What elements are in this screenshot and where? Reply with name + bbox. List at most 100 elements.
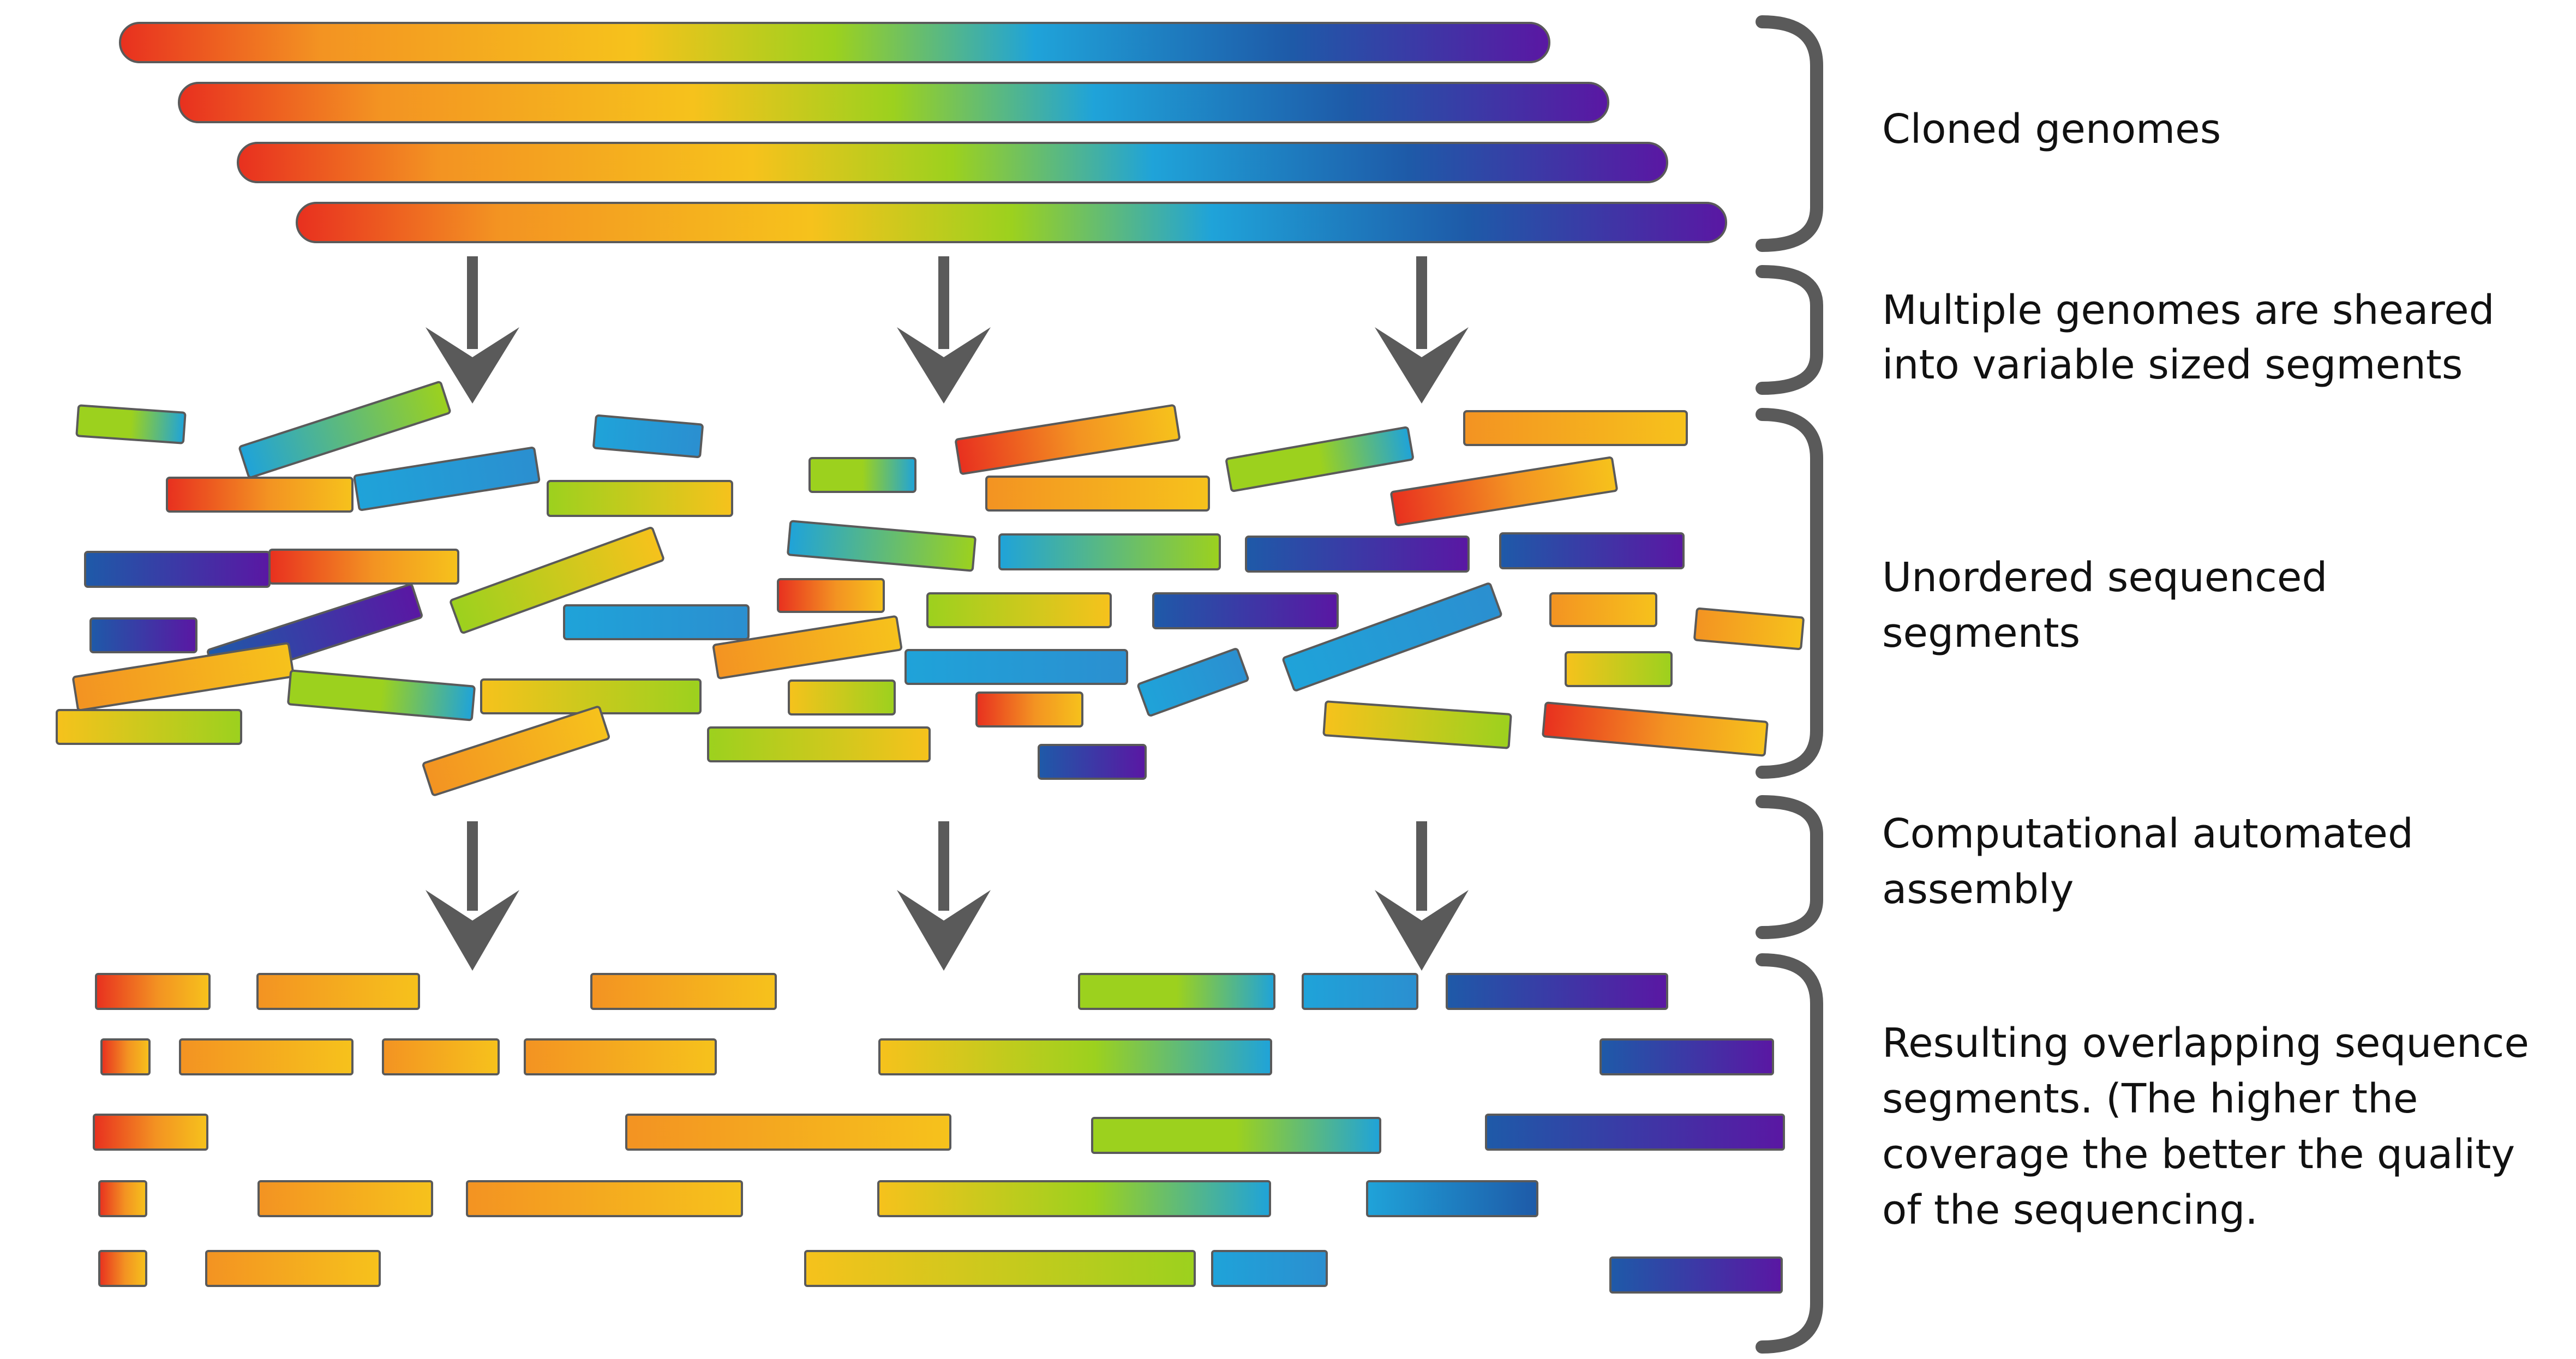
label-line: Cloned genomes <box>1882 106 2221 153</box>
aligned-segment <box>1599 1038 1774 1075</box>
label-line: segments. (The higher the <box>1882 1075 2418 1122</box>
dna-segment <box>985 476 1210 512</box>
aligned-segment <box>1485 1114 1785 1151</box>
dna-segment <box>904 649 1128 685</box>
dna-segment <box>787 520 977 572</box>
dna-segment <box>1245 536 1470 573</box>
aligned-segment <box>1302 973 1418 1010</box>
aligned-segment <box>382 1038 500 1075</box>
down-arrow-icon <box>1375 821 1469 971</box>
label-sheared: Multiple genomes are sheared into variab… <box>1882 287 2495 388</box>
dna-segment <box>788 680 896 715</box>
unordered-segments-group <box>56 381 1805 796</box>
overlapping-segments-group <box>93 973 1785 1294</box>
dna-segment <box>1322 700 1512 749</box>
genome-bar <box>178 82 1609 123</box>
down-arrow-icon <box>426 821 519 971</box>
dna-segment <box>1542 701 1769 757</box>
aligned-segment <box>877 1180 1271 1217</box>
dna-segment <box>998 533 1221 570</box>
dna-segment <box>287 669 476 721</box>
aligned-segment <box>93 1114 208 1151</box>
aligned-segment <box>590 973 777 1010</box>
dna-segment <box>1565 651 1673 687</box>
aligned-segment <box>1366 1180 1538 1217</box>
genome-bar <box>237 142 1668 183</box>
aligned-segment <box>98 1180 147 1217</box>
dna-segment <box>1038 744 1147 780</box>
dna-segment <box>1152 592 1339 629</box>
dna-segment <box>563 604 750 640</box>
aligned-segment <box>804 1250 1196 1287</box>
aligned-segment <box>1078 973 1275 1010</box>
aligned-segment <box>1446 973 1668 1010</box>
aligned-segment <box>1091 1117 1381 1154</box>
dna-segment <box>422 706 610 796</box>
dna-segment <box>166 477 354 513</box>
dna-segment <box>1390 456 1618 526</box>
dna-segment <box>1282 582 1502 691</box>
aligned-segment <box>257 1180 433 1217</box>
label-line: Unordered sequenced <box>1882 554 2327 601</box>
aligned-segment <box>1609 1256 1783 1294</box>
dna-segment <box>1499 532 1685 569</box>
dna-segment <box>56 709 242 745</box>
dna-segment <box>450 526 664 634</box>
aligned-segment <box>466 1180 743 1217</box>
aligned-segment <box>878 1038 1272 1075</box>
assembly-arrows <box>426 821 1469 971</box>
label-line: Computational automated <box>1882 810 2413 857</box>
down-arrow-icon <box>897 256 991 404</box>
brace-unordered <box>1756 408 1823 779</box>
down-arrow-icon <box>897 821 991 971</box>
label-line: Resulting overlapping sequence <box>1882 1020 2529 1067</box>
brace-shearing <box>1756 265 1823 395</box>
label-line: into variable sized segments <box>1882 341 2463 388</box>
label-line: assembly <box>1882 866 2074 913</box>
dna-segment <box>1137 648 1249 717</box>
aligned-segment <box>524 1038 717 1075</box>
shearing-arrows <box>426 256 1469 404</box>
aligned-segment <box>256 973 420 1010</box>
aligned-segment <box>95 973 211 1010</box>
genome-bar <box>296 202 1727 243</box>
dna-segment <box>75 404 187 444</box>
label-unordered: Unordered sequenced segments <box>1882 554 2327 657</box>
label-line: coverage the better the quality <box>1882 1131 2515 1178</box>
brace-cloned-genomes <box>1756 15 1823 252</box>
down-arrow-icon <box>426 256 519 404</box>
aligned-segment <box>1211 1250 1328 1287</box>
brace-assembly <box>1756 795 1823 939</box>
dna-segment <box>268 549 459 585</box>
cloned-genomes-group <box>119 22 1727 243</box>
label-line: segments <box>1882 610 2080 657</box>
dna-segment <box>808 457 916 493</box>
dna-segment <box>1549 592 1657 627</box>
dna-segment <box>955 404 1181 475</box>
dna-segment <box>975 691 1083 727</box>
aligned-segment <box>100 1038 151 1075</box>
dna-segment <box>592 414 704 459</box>
aligned-segment <box>625 1114 951 1151</box>
dna-segment <box>1463 410 1688 446</box>
label-line: Multiple genomes are sheared <box>1882 287 2495 334</box>
label-cloned-genomes: Cloned genomes <box>1882 106 2221 153</box>
dna-segment <box>353 446 541 512</box>
dna-segment <box>777 578 885 613</box>
genome-bar <box>119 22 1550 63</box>
aligned-segment <box>98 1250 147 1287</box>
dna-segment <box>547 480 733 517</box>
dna-segment <box>1693 607 1805 651</box>
aligned-segment <box>179 1038 354 1075</box>
dna-segment <box>1225 426 1414 492</box>
dna-segment <box>89 617 197 653</box>
dna-segment <box>72 642 295 712</box>
aligned-segment <box>205 1250 381 1287</box>
label-line: of the sequencing. <box>1882 1187 2258 1234</box>
dna-segment <box>84 551 271 588</box>
down-arrow-icon <box>1375 256 1469 404</box>
label-assembly: Computational automated assembly <box>1882 810 2413 913</box>
dna-segment <box>707 726 931 762</box>
brace-resulting <box>1756 953 1823 1354</box>
